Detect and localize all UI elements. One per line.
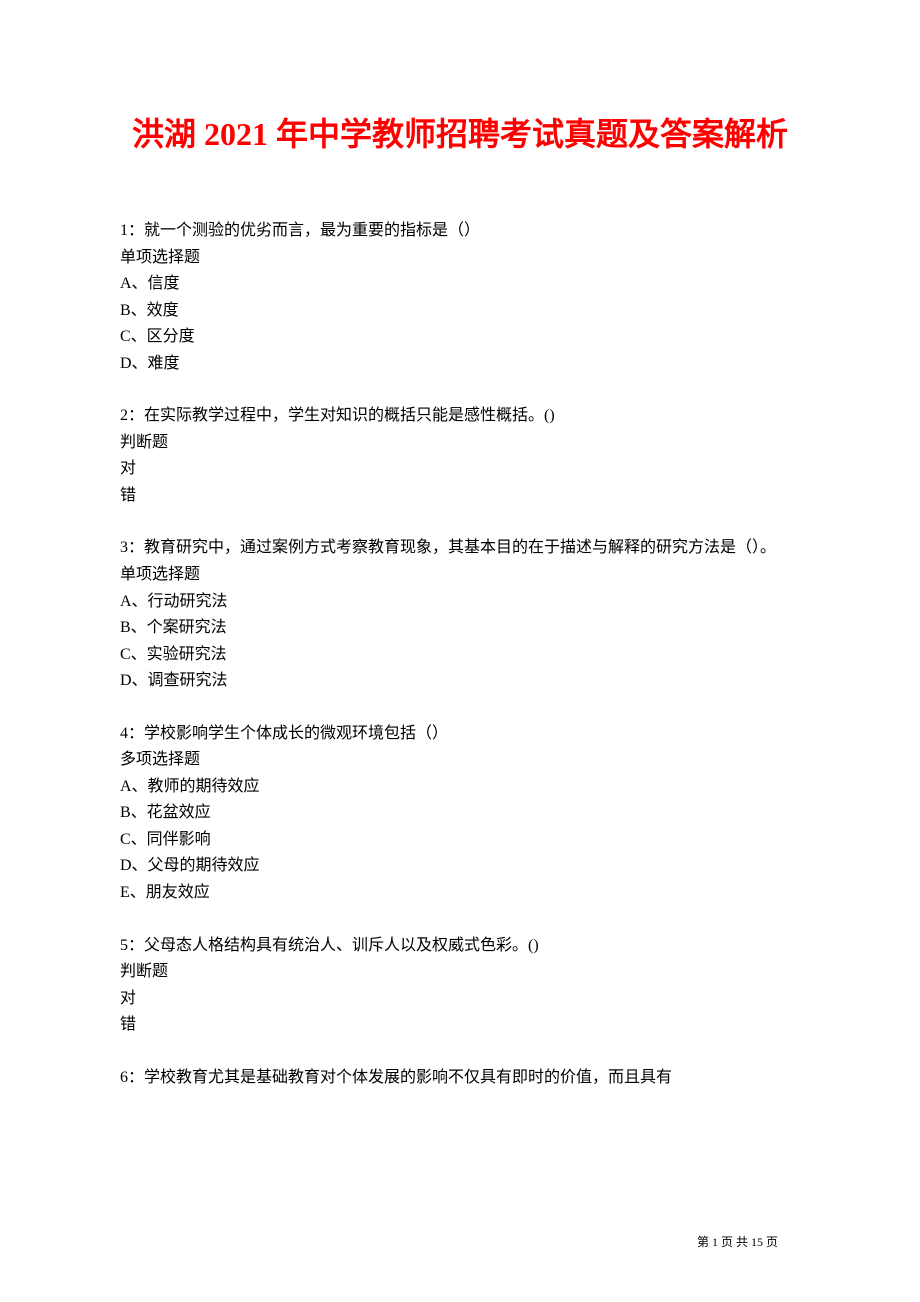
question-option: B、效度 [120, 298, 800, 325]
question-block: 3：教育研究中，通过案例方式考察教育现象，其基本目的在于描述与解释的研究方法是（… [120, 535, 800, 694]
question-option: A、教师的期待效应 [120, 774, 800, 801]
question-option: A、信度 [120, 271, 800, 298]
question-option: D、难度 [120, 351, 800, 378]
question-option: C、同伴影响 [120, 827, 800, 854]
question-type: 单项选择题 [120, 562, 800, 589]
question-text: 2：在实际教学过程中，学生对知识的概括只能是感性概括。() [120, 403, 800, 430]
question-type: 判断题 [120, 959, 800, 986]
question-block: 1：就一个测验的优劣而言，最为重要的指标是（）单项选择题A、信度B、效度C、区分… [120, 218, 800, 377]
question-option: C、实验研究法 [120, 642, 800, 669]
question-option: 错 [120, 483, 800, 510]
question-block: 5：父母态人格结构具有统治人、训斥人以及权威式色彩。()判断题对错 [120, 933, 800, 1039]
question-text: 3：教育研究中，通过案例方式考察教育现象，其基本目的在于描述与解释的研究方法是（… [120, 535, 800, 562]
question-type: 单项选择题 [120, 245, 800, 272]
question-type: 多项选择题 [120, 747, 800, 774]
document-title: 洪湖 2021 年中学教师招聘考试真题及答案解析 [120, 110, 800, 158]
question-option: B、花盆效应 [120, 800, 800, 827]
question-block: 2：在实际教学过程中，学生对知识的概括只能是感性概括。()判断题对错 [120, 403, 800, 509]
question-option: B、个案研究法 [120, 615, 800, 642]
question-text: 1：就一个测验的优劣而言，最为重要的指标是（） [120, 218, 800, 245]
question-option: D、调查研究法 [120, 668, 800, 695]
question-option: 对 [120, 456, 800, 483]
question-option: A、行动研究法 [120, 589, 800, 616]
question-option: 错 [120, 1012, 800, 1039]
question-option: 对 [120, 986, 800, 1013]
question-text: 6：学校教育尤其是基础教育对个体发展的影响不仅具有即时的价值，而且具有 [120, 1065, 800, 1092]
question-text: 4：学校影响学生个体成长的微观环境包括（） [120, 721, 800, 748]
question-text: 5：父母态人格结构具有统治人、训斥人以及权威式色彩。() [120, 933, 800, 960]
question-option: E、朋友效应 [120, 880, 800, 907]
content-body: 1：就一个测验的优劣而言，最为重要的指标是（）单项选择题A、信度B、效度C、区分… [120, 218, 800, 1091]
question-block: 6：学校教育尤其是基础教育对个体发展的影响不仅具有即时的价值，而且具有 [120, 1065, 800, 1092]
question-option: C、区分度 [120, 324, 800, 351]
question-type: 判断题 [120, 430, 800, 457]
question-option: D、父母的期待效应 [120, 853, 800, 880]
page-footer: 第 1 页 共 15 页 [697, 1233, 778, 1250]
question-block: 4：学校影响学生个体成长的微观环境包括（）多项选择题A、教师的期待效应B、花盆效… [120, 721, 800, 907]
